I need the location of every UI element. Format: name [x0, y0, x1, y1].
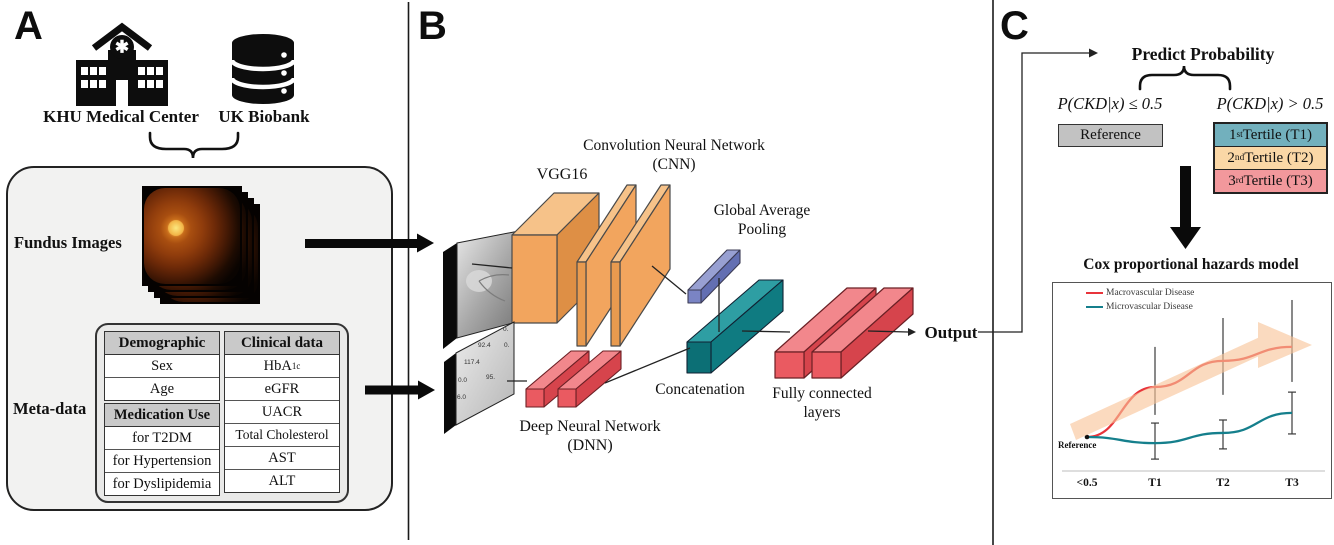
tertile-ordinal: 2: [1227, 149, 1235, 166]
hba1c-subscript: 1c: [291, 361, 301, 371]
panel-a-label: A: [14, 4, 43, 48]
reference-box: Reference: [1058, 124, 1163, 147]
vgg16-label: VGG16: [536, 166, 588, 183]
table-row: for Dyslipidemia: [112, 475, 212, 492]
concatenation-bar: [686, 279, 784, 374]
legend-marker-macrovascular: [1086, 291, 1103, 295]
output-arrowhead: [908, 328, 916, 336]
legend-marker-microvascular: [1086, 305, 1103, 309]
output-label: Output: [924, 323, 978, 342]
fundus-input-arrow: [305, 233, 434, 253]
predict-probability-label: Predict Probability: [1131, 44, 1275, 64]
metadata-matrix: 0. 92.4 0. 117.4 0.0 95. 6.0: [444, 321, 515, 434]
source-label-khu: KHU Medical Center: [43, 107, 199, 126]
medication-header: Medication Use: [105, 404, 219, 427]
metadata-label: Meta-data: [13, 399, 87, 418]
dnn-label: Deep Neural Network: [519, 418, 661, 435]
hba1c-label: HbA: [263, 357, 292, 374]
table-row: Age: [149, 380, 175, 397]
tertile-text: Tertile (T2): [1244, 149, 1314, 166]
clinical-header: Clinical data: [225, 332, 339, 355]
table-row: eGFR: [225, 378, 339, 401]
tertile-ordinal: 3: [1228, 172, 1236, 189]
legend-macrovascular: Macrovascular Disease: [1086, 288, 1194, 298]
down-arrow: [1170, 166, 1201, 249]
fully-connected-bars: [774, 287, 914, 379]
panel-c-label: C: [1000, 4, 1029, 48]
x-axis-label: T2: [1216, 477, 1230, 489]
dnn-bars: [525, 350, 622, 408]
tertile-text: Tertile (T3): [1243, 172, 1313, 189]
table-row: HbA 1c: [225, 355, 339, 378]
matrix-value: 0.: [504, 342, 510, 349]
panel-dividers: [407, 0, 994, 545]
clinical-table: Clinical data HbA 1c eGFR UACR Total Chol…: [224, 331, 340, 493]
table-row: AST: [225, 447, 339, 470]
hospital-icon: ✱: [76, 22, 168, 106]
tertile-text: Tertile (T1): [1242, 126, 1313, 143]
table-row: Sex: [105, 355, 219, 378]
cnn-label: Convolution Neural Network: [583, 137, 765, 154]
cnn-blocks: [511, 184, 671, 347]
gap-label: Global Average: [713, 202, 811, 219]
x-axis-label: T3: [1285, 477, 1299, 489]
demographic-table: Demographic Sex Age: [104, 331, 220, 401]
gap-bar: [687, 249, 741, 304]
predict-brace: [1138, 65, 1232, 91]
medication-table: Medication Use for T2DM for Hypertension…: [104, 403, 220, 496]
chart-reference-annotation: Reference: [1058, 440, 1097, 450]
fundus-images-label: Fundus Images: [14, 233, 122, 252]
gap-label-2: Pooling: [737, 221, 787, 238]
table-row: Total Cholesterol: [225, 424, 339, 447]
fundus-photo: [142, 186, 242, 286]
table-row: for T2DM: [105, 427, 219, 450]
cnn-abbrev-label: (CNN): [652, 156, 696, 173]
cox-chart-title: Cox proportional hazards model: [1083, 256, 1299, 273]
predict-arrowhead: [1089, 48, 1098, 58]
tertile-sup: st: [1236, 130, 1243, 140]
x-axis-label: T1: [1148, 477, 1162, 489]
panel-b-label: B: [418, 4, 447, 48]
legend-microvascular: Microvascular Disease: [1086, 302, 1193, 312]
trend-arrow: [1070, 322, 1312, 440]
connector-lines: [471, 52, 1090, 384]
matrix-value: 6.0: [457, 394, 466, 401]
database-icon: [229, 34, 297, 104]
matrix-value: 92.4: [478, 342, 491, 349]
tertile-sup: nd: [1234, 153, 1245, 163]
source-label-ukbiobank: UK Biobank: [218, 107, 310, 126]
dnn-abbrev-label: (DNN): [567, 437, 613, 454]
left-probability-expr: P(CKD|x) ≤ 0.5: [1057, 94, 1163, 113]
table-row: ALT: [268, 472, 296, 489]
matrix-value: 0.: [503, 326, 509, 333]
matrix-value: 0.0: [458, 377, 467, 384]
x-axis-label: <0.5: [1076, 477, 1098, 489]
legend-label: Microvascular Disease: [1106, 302, 1193, 312]
tertile-ordinal: 1: [1228, 126, 1237, 143]
fc-label: Fully connected: [772, 385, 872, 402]
demographic-header: Demographic: [105, 332, 219, 355]
sources-brace: [148, 131, 240, 159]
matrix-value: 117.4: [464, 359, 480, 366]
matrix-value: 95.: [486, 374, 495, 381]
fundus-image-stack: [142, 186, 266, 310]
fc-label-2: layers: [803, 404, 841, 421]
grayscale-fundus-image: [443, 229, 525, 349]
concatenation-label: Concatenation: [655, 381, 745, 398]
table-row: for Hypertension: [105, 450, 219, 473]
legend-label: Macrovascular Disease: [1106, 288, 1195, 298]
tertile-sup: rd: [1235, 176, 1244, 186]
cox-chart-frame: [1052, 282, 1332, 499]
metadata-input-arrow: [365, 380, 435, 400]
svg-text:✱: ✱: [115, 38, 129, 57]
table-row: UACR: [225, 401, 339, 424]
right-probability-expr: P(CKD|x) > 0.5: [1216, 94, 1324, 113]
